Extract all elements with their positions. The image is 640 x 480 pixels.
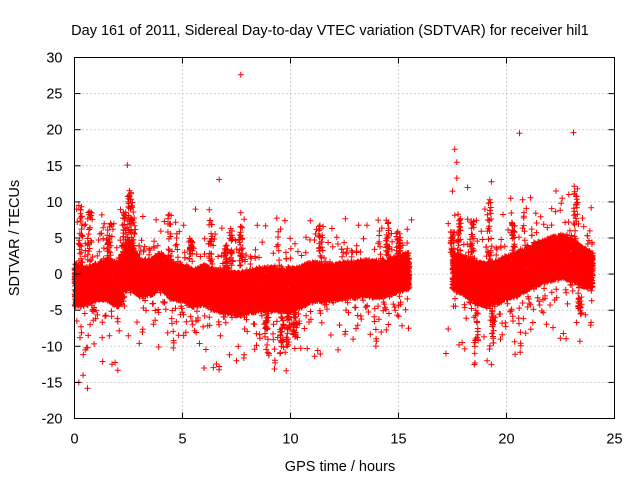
data-point (78, 329, 85, 336)
chart-title: Day 161 of 2011, Sidereal Day-to-day VTE… (71, 23, 589, 39)
data-points (71, 71, 596, 392)
data-point (77, 334, 83, 341)
data-point (74, 219, 81, 225)
